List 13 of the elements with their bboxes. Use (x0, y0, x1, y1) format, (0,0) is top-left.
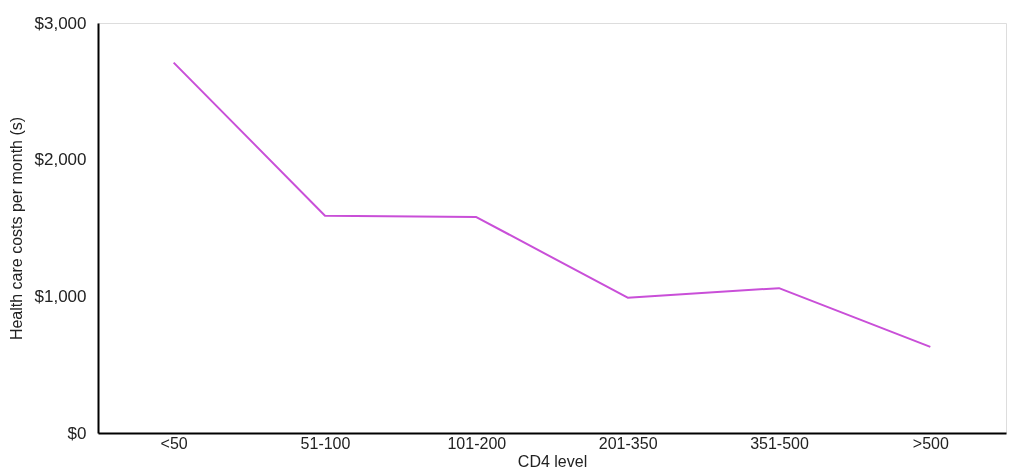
x-axis-title: CD4 level (517, 452, 588, 470)
x-tick-label: 101-200 (447, 434, 507, 452)
y-axis-title: Health care costs per month (s) (7, 116, 25, 341)
y-tick-label: $0 (67, 423, 87, 443)
x-tick-label: >500 (912, 434, 949, 452)
y-tick-label: $3,000 (34, 13, 87, 33)
line-series (172, 61, 932, 348)
x-tick-label: 201-350 (598, 434, 658, 452)
y-tick-label: $1,000 (34, 286, 87, 306)
x-tick-label: 351-500 (750, 434, 809, 452)
x-tick-label: 51-100 (300, 434, 351, 452)
x-tick-label: <50 (160, 434, 188, 452)
y-tick-label: $2,000 (34, 150, 87, 170)
